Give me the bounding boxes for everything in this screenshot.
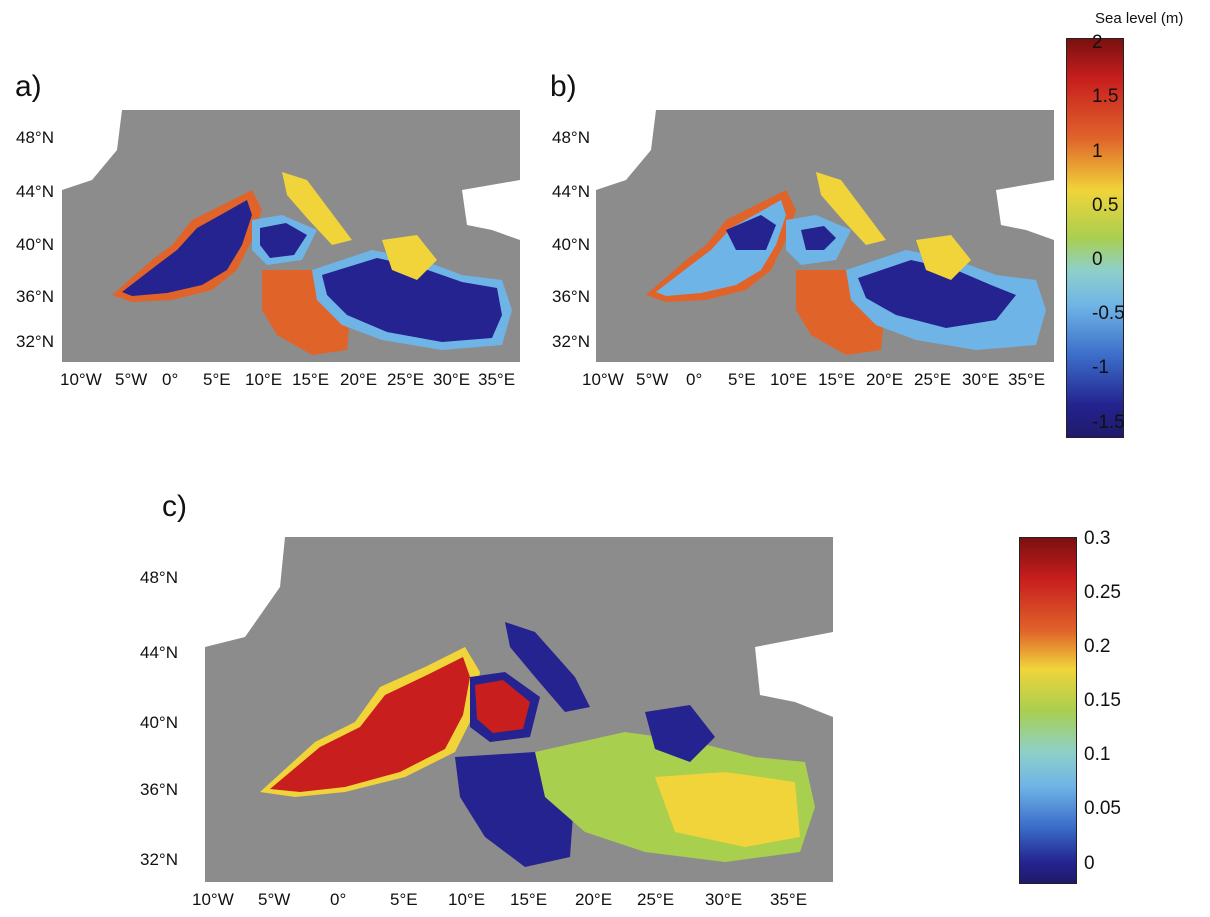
lon-label-a-35e: 35°E xyxy=(478,370,516,389)
colorbar-bottom-label-0-25: 0.25 xyxy=(1084,582,1121,603)
colorbar-top-label-1: 1 xyxy=(1092,141,1103,162)
lon-label-b-20e: 20°E xyxy=(866,370,904,389)
aegean xyxy=(382,235,437,280)
lon-label-a-30e: 30°E xyxy=(433,370,471,389)
colorbar-bottom-label-0-3: 0.3 xyxy=(1084,528,1111,549)
colorbar-top-label-1-5: 1.5 xyxy=(1092,86,1119,107)
lon-label-a-25e: 25°E xyxy=(387,370,425,389)
panel-a-label: a) xyxy=(15,70,42,103)
atlantic-area xyxy=(205,537,285,647)
lon-label-a-5e: 5°E xyxy=(203,370,231,389)
lon-label-b-10e: 10°E xyxy=(770,370,808,389)
map-panel-a xyxy=(62,110,520,362)
colorbar-top-label-2: 2 xyxy=(1092,32,1103,53)
lon-label-a-20e: 20°E xyxy=(340,370,378,389)
lon-label-b-5w: 5°W xyxy=(636,370,669,389)
lon-label-a-0: 0° xyxy=(162,370,179,389)
adriatic xyxy=(816,172,886,245)
lon-label-c-5e: 5°E xyxy=(390,890,418,909)
lat-label-c-36: 36°N xyxy=(140,780,178,799)
lat-label-c-44: 44°N xyxy=(140,643,178,662)
tyrrhenian-basin xyxy=(801,226,836,250)
black-sea-area xyxy=(996,180,1054,240)
lon-label-b-0: 0° xyxy=(686,370,703,389)
adriatic xyxy=(505,622,590,712)
lon-label-a-10w: 10°W xyxy=(60,370,102,389)
lon-label-b-5e: 5°E xyxy=(728,370,756,389)
lat-label-c-40: 40°N xyxy=(140,713,178,732)
lon-label-b-35e: 35°E xyxy=(1008,370,1046,389)
lon-label-c-15e: 15°E xyxy=(510,890,548,909)
lon-label-c-10e: 10°E xyxy=(448,890,486,909)
lon-label-b-15e: 15°E xyxy=(818,370,856,389)
lat-label-b-44: 44°N xyxy=(552,182,590,201)
map-b-svg xyxy=(596,110,1054,362)
lat-label-b-32: 32°N xyxy=(552,332,590,351)
colorbar-top-label-m1-5: -1.5 xyxy=(1092,412,1125,433)
colorbar-bottom xyxy=(1019,537,1077,884)
colorbar-bottom-label-0-15: 0.15 xyxy=(1084,690,1121,711)
panel-c-label: c) xyxy=(162,490,187,523)
balearic-deep xyxy=(726,215,776,250)
lon-label-b-25e: 25°E xyxy=(914,370,952,389)
colorbar-bottom-label-0-05: 0.05 xyxy=(1084,798,1121,819)
lat-label-a-36: 36°N xyxy=(16,287,54,306)
map-a-svg xyxy=(62,110,520,362)
map-c-svg xyxy=(205,537,833,882)
western-med-basin xyxy=(270,657,470,792)
adriatic xyxy=(282,172,352,245)
map-panel-b xyxy=(596,110,1054,362)
tyrrhenian-basin xyxy=(260,223,307,258)
colorbar-top-label-0-5: 0.5 xyxy=(1092,195,1119,216)
black-sea-area xyxy=(755,632,833,717)
map-panel-c xyxy=(205,537,833,882)
lon-label-c-25e: 25°E xyxy=(637,890,675,909)
eastern-med-basin xyxy=(322,258,502,342)
eastern-med-basin xyxy=(858,260,1016,328)
black-sea-area xyxy=(462,180,520,240)
lat-label-b-48: 48°N xyxy=(552,128,590,147)
lon-label-a-10e: 10°E xyxy=(245,370,283,389)
lat-label-c-48: 48°N xyxy=(140,568,178,587)
aegean xyxy=(916,235,971,280)
lon-label-c-5w: 5°W xyxy=(258,890,291,909)
lat-label-a-48: 48°N xyxy=(16,128,54,147)
colorbar-bottom-label-0-2: 0.2 xyxy=(1084,636,1111,657)
colorbar-bottom-label-0: 0 xyxy=(1084,853,1095,874)
lon-label-b-30e: 30°E xyxy=(962,370,1000,389)
lat-label-c-32: 32°N xyxy=(140,850,178,869)
lat-label-a-44: 44°N xyxy=(16,182,54,201)
lat-label-a-40: 40°N xyxy=(16,235,54,254)
atlantic-area xyxy=(62,110,122,190)
lon-label-a-15e: 15°E xyxy=(292,370,330,389)
panel-b-label: b) xyxy=(550,70,577,103)
aegean xyxy=(645,705,715,762)
lon-label-c-10w: 10°W xyxy=(192,890,234,909)
lon-label-c-35e: 35°E xyxy=(770,890,808,909)
lon-label-c-0: 0° xyxy=(330,890,347,909)
lon-label-b-10w: 10°W xyxy=(582,370,624,389)
colorbar-bottom-label-0-1: 0.1 xyxy=(1084,744,1111,765)
western-med-basin xyxy=(122,200,252,296)
colorbar-top-title: Sea level (m) xyxy=(1095,10,1184,27)
colorbar-top-label-m0-5: -0.5 xyxy=(1092,303,1125,324)
lat-label-b-40: 40°N xyxy=(552,235,590,254)
lon-label-c-20e: 20°E xyxy=(575,890,613,909)
colorbar-top-label-m1: -1 xyxy=(1092,357,1109,378)
lat-label-a-32: 32°N xyxy=(16,332,54,351)
colorbar-top xyxy=(1066,38,1124,438)
lat-label-b-36: 36°N xyxy=(552,287,590,306)
lon-label-c-30e: 30°E xyxy=(705,890,743,909)
lon-label-a-5w: 5°W xyxy=(115,370,148,389)
colorbar-top-label-0: 0 xyxy=(1092,249,1103,270)
atlantic-area xyxy=(596,110,656,190)
levantine-basin xyxy=(655,772,800,847)
tyrrhenian-basin xyxy=(475,680,530,733)
